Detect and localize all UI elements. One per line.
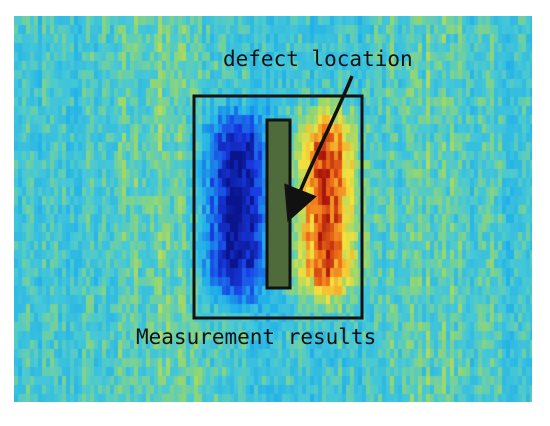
measurement-figure: defect location Measurement results (14, 16, 532, 402)
defect-pointer-arrow (284, 75, 354, 223)
defect-bar (265, 118, 292, 290)
measurement-region-box (192, 94, 364, 320)
annotation-overlay: defect location Measurement results (136, 47, 413, 349)
measurement-results-label: Measurement results (136, 325, 376, 349)
defect-location-label: defect location (223, 47, 413, 71)
